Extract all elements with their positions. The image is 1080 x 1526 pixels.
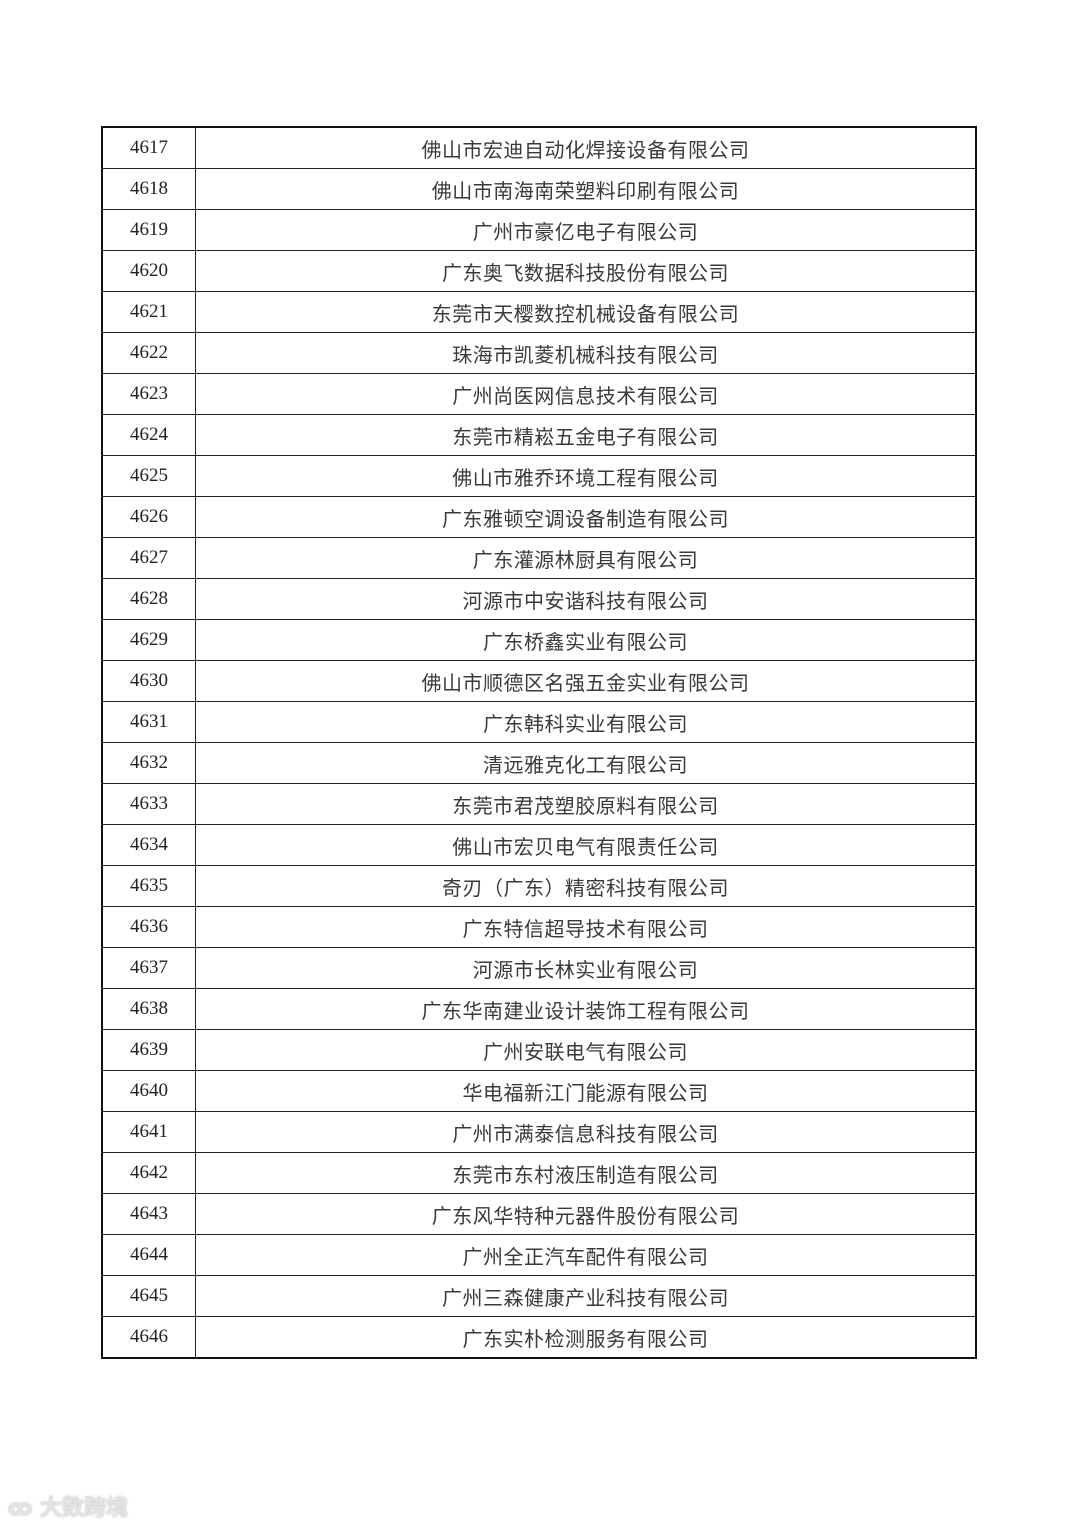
- row-number: 4630: [101, 660, 196, 702]
- company-name: 河源市长林实业有限公司: [195, 947, 977, 989]
- company-name: 东莞市天樱数控机械设备有限公司: [195, 291, 977, 333]
- table-row: 4631 广东韩科实业有限公司: [101, 701, 977, 743]
- table-row: 4634 佛山市宏贝电气有限责任公司: [101, 824, 977, 866]
- company-name: 清远雅克化工有限公司: [195, 742, 977, 784]
- company-name: 广州全正汽车配件有限公司: [195, 1234, 977, 1276]
- watermark-logo: ꝏ 大数跨境: [8, 1496, 129, 1521]
- table-row: 4633 东莞市君茂塑胶原料有限公司: [101, 783, 977, 825]
- table-row: 4639 广州安联电气有限公司: [101, 1029, 977, 1071]
- row-number: 4620: [101, 250, 196, 292]
- row-number: 4633: [101, 783, 196, 825]
- company-name: 广东桥鑫实业有限公司: [195, 619, 977, 661]
- table-row: 4632 清远雅克化工有限公司: [101, 742, 977, 784]
- row-number: 4638: [101, 988, 196, 1030]
- company-name: 东莞市君茂塑胶原料有限公司: [195, 783, 977, 825]
- company-name: 广州市满泰信息科技有限公司: [195, 1111, 977, 1153]
- company-name: 华电福新江门能源有限公司: [195, 1070, 977, 1112]
- row-number: 4629: [101, 619, 196, 661]
- company-name: 广州市豪亿电子有限公司: [195, 209, 977, 251]
- table-row: 4629 广东桥鑫实业有限公司: [101, 619, 977, 661]
- row-number: 4643: [101, 1193, 196, 1235]
- company-name: 广东灌源林厨具有限公司: [195, 537, 977, 579]
- company-table: 4617 佛山市宏迪自动化焊接设备有限公司 4618 佛山市南海南荣塑料印刷有限公司 4…: [101, 126, 977, 1359]
- row-number: 4625: [101, 455, 196, 497]
- table-row: 4617 佛山市宏迪自动化焊接设备有限公司: [101, 126, 977, 169]
- row-number: 4640: [101, 1070, 196, 1112]
- table-row: 4637 河源市长林实业有限公司: [101, 947, 977, 989]
- row-number: 4619: [101, 209, 196, 251]
- table-row: 4643 广东风华特种元器件股份有限公司: [101, 1193, 977, 1235]
- company-name: 广州安联电气有限公司: [195, 1029, 977, 1071]
- table-row: 4626 广东雅顿空调设备制造有限公司: [101, 496, 977, 538]
- table-row: 4630 佛山市顺德区名强五金实业有限公司: [101, 660, 977, 702]
- table-row: 4624 东莞市精崧五金电子有限公司: [101, 414, 977, 456]
- company-name: 广东雅顿空调设备制造有限公司: [195, 496, 977, 538]
- row-number: 4635: [101, 865, 196, 907]
- table-row: 4628 河源市中安谐科技有限公司: [101, 578, 977, 620]
- company-name: 广州三森健康产业科技有限公司: [195, 1275, 977, 1317]
- table-row: 4640 华电福新江门能源有限公司: [101, 1070, 977, 1112]
- row-number: 4622: [101, 332, 196, 374]
- company-name: 广东奥飞数据科技股份有限公司: [195, 250, 977, 292]
- row-number: 4637: [101, 947, 196, 989]
- table-row: 4635 奇刃（广东）精密科技有限公司: [101, 865, 977, 907]
- company-name: 广州尚医网信息技术有限公司: [195, 373, 977, 415]
- table-row: 4618 佛山市南海南荣塑料印刷有限公司: [101, 168, 977, 210]
- table-row: 4642 东莞市东村液压制造有限公司: [101, 1152, 977, 1194]
- row-number: 4627: [101, 537, 196, 579]
- row-number: 4632: [101, 742, 196, 784]
- row-number: 4634: [101, 824, 196, 866]
- row-number: 4628: [101, 578, 196, 620]
- row-number: 4641: [101, 1111, 196, 1153]
- table-row: 4641 广州市满泰信息科技有限公司: [101, 1111, 977, 1153]
- row-number: 4636: [101, 906, 196, 948]
- row-number: 4617: [101, 126, 196, 169]
- company-name: 佛山市南海南荣塑料印刷有限公司: [195, 168, 977, 210]
- company-name: 佛山市雅乔环境工程有限公司: [195, 455, 977, 497]
- company-name: 广东实朴检测服务有限公司: [195, 1316, 977, 1359]
- company-name: 广东风华特种元器件股份有限公司: [195, 1193, 977, 1235]
- table-row: 4644 广州全正汽车配件有限公司: [101, 1234, 977, 1276]
- company-name: 广东韩科实业有限公司: [195, 701, 977, 743]
- company-name: 佛山市宏迪自动化焊接设备有限公司: [195, 126, 977, 169]
- logo-icon: ꝏ: [8, 1496, 40, 1521]
- table-row: 4625 佛山市雅乔环境工程有限公司: [101, 455, 977, 497]
- company-name: 东莞市东村液压制造有限公司: [195, 1152, 977, 1194]
- row-number: 4631: [101, 701, 196, 743]
- table-row: 4627 广东灌源林厨具有限公司: [101, 537, 977, 579]
- table-row: 4645 广州三森健康产业科技有限公司: [101, 1275, 977, 1317]
- table-row: 4619 广州市豪亿电子有限公司: [101, 209, 977, 251]
- row-number: 4646: [101, 1316, 196, 1359]
- row-number: 4621: [101, 291, 196, 333]
- company-name: 河源市中安谐科技有限公司: [195, 578, 977, 620]
- company-name: 东莞市精崧五金电子有限公司: [195, 414, 977, 456]
- row-number: 4623: [101, 373, 196, 415]
- company-name: 广东特信超导技术有限公司: [195, 906, 977, 948]
- table-row: 4646 广东实朴检测服务有限公司: [101, 1316, 977, 1359]
- table-row: 4636 广东特信超导技术有限公司: [101, 906, 977, 948]
- row-number: 4642: [101, 1152, 196, 1194]
- table-row: 4620 广东奥飞数据科技股份有限公司: [101, 250, 977, 292]
- row-number: 4645: [101, 1275, 196, 1317]
- row-number: 4618: [101, 168, 196, 210]
- row-number: 4644: [101, 1234, 196, 1276]
- company-name: 珠海市凯菱机械科技有限公司: [195, 332, 977, 374]
- row-number: 4626: [101, 496, 196, 538]
- table-row: 4621 东莞市天樱数控机械设备有限公司: [101, 291, 977, 333]
- row-number: 4624: [101, 414, 196, 456]
- company-name: 佛山市顺德区名强五金实业有限公司: [195, 660, 977, 702]
- company-name: 广东华南建业设计装饰工程有限公司: [195, 988, 977, 1030]
- table-row: 4623 广州尚医网信息技术有限公司: [101, 373, 977, 415]
- company-name: 奇刃（广东）精密科技有限公司: [195, 865, 977, 907]
- row-number: 4639: [101, 1029, 196, 1071]
- table-row: 4638 广东华南建业设计装饰工程有限公司: [101, 988, 977, 1030]
- table-row: 4622 珠海市凯菱机械科技有限公司: [101, 332, 977, 374]
- company-name: 佛山市宏贝电气有限责任公司: [195, 824, 977, 866]
